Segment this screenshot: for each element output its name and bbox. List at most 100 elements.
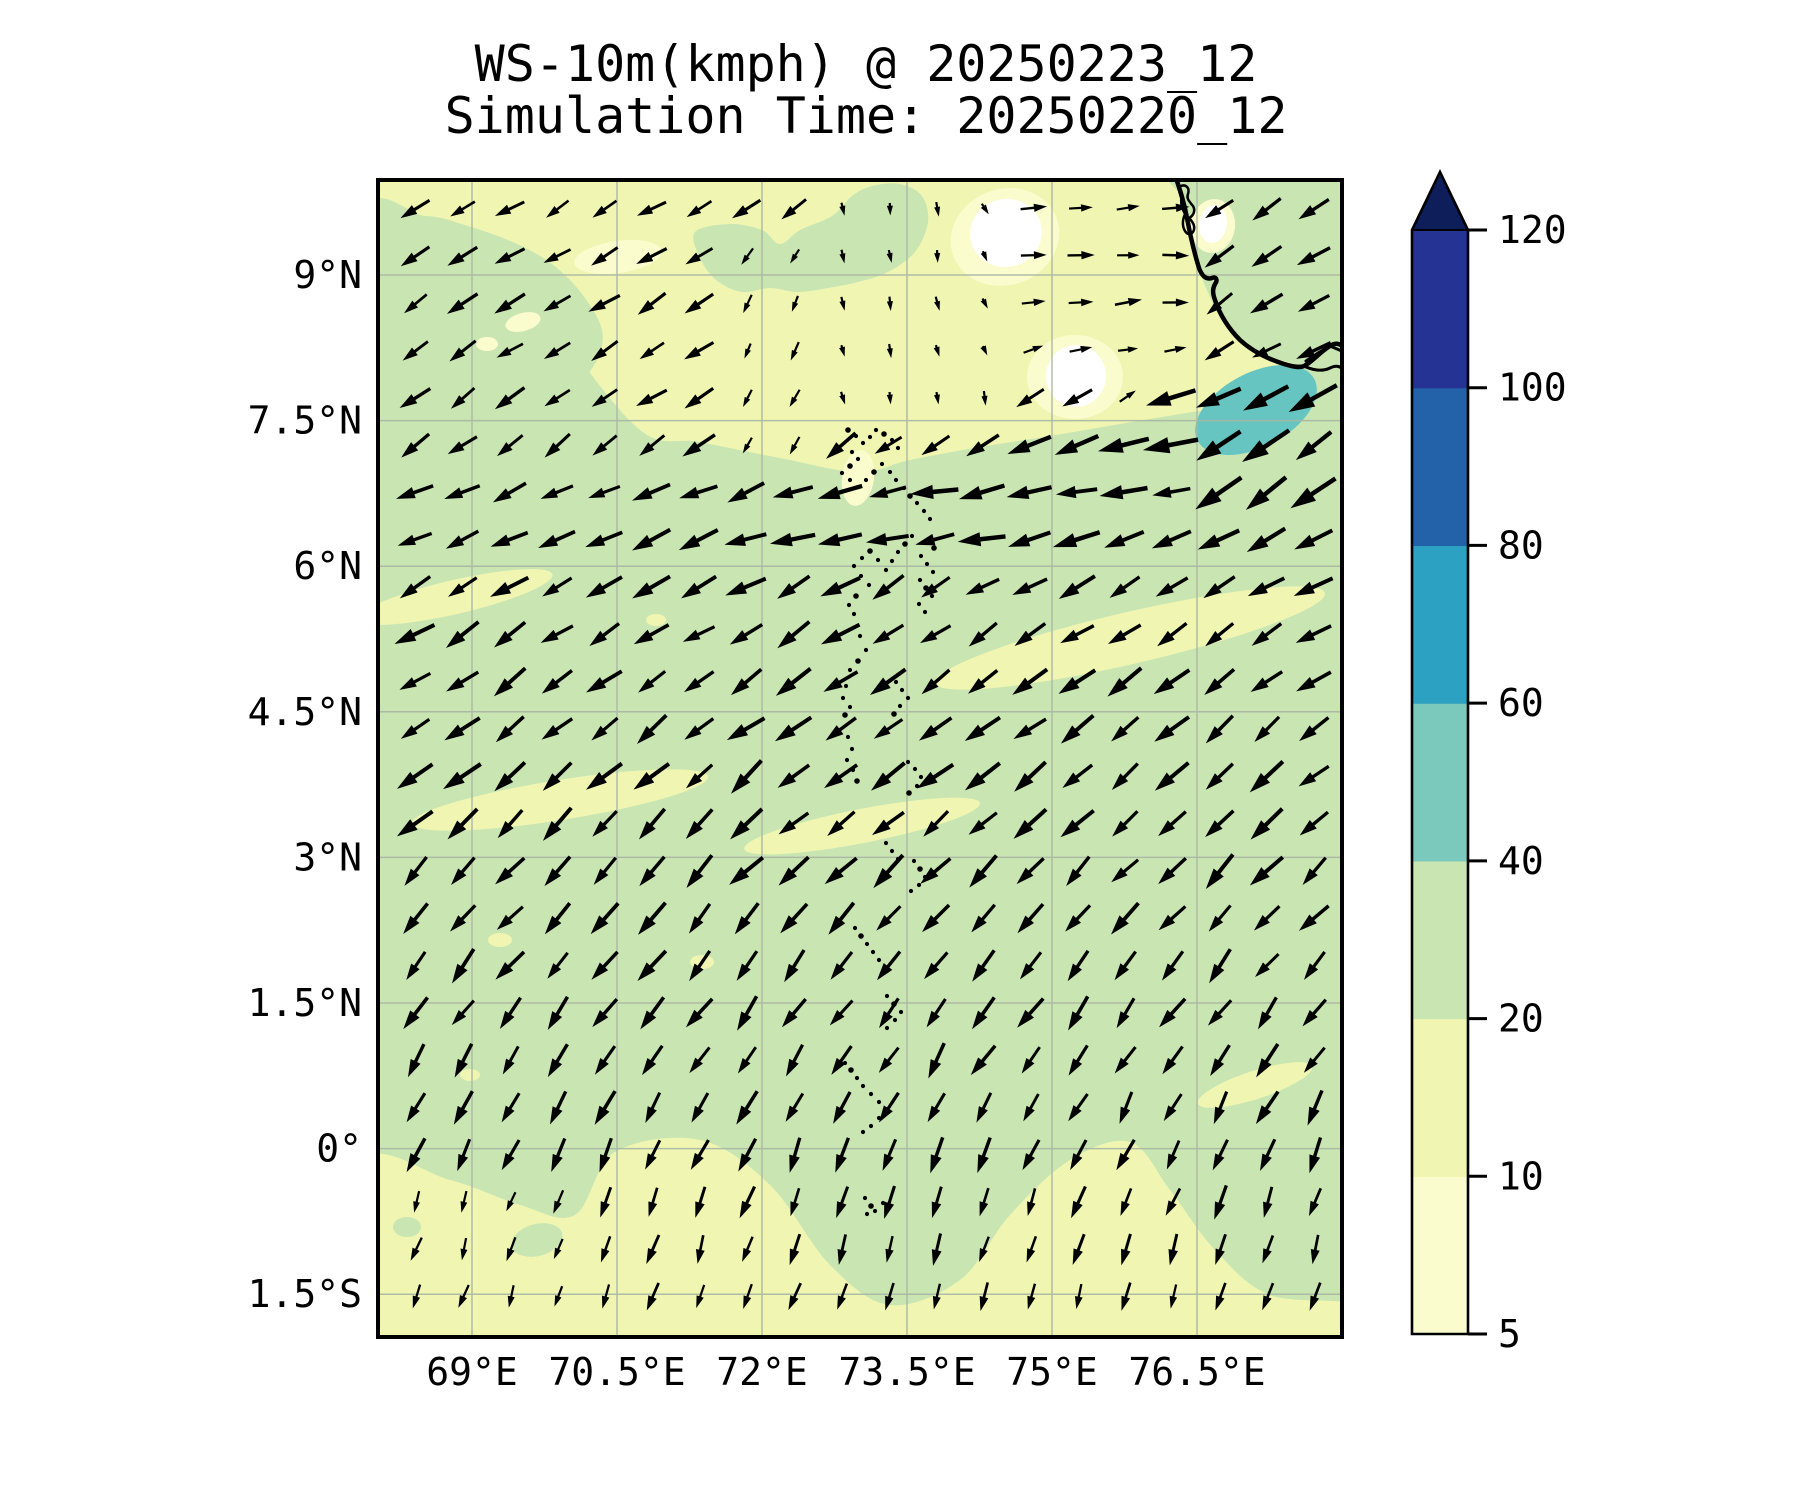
wind-arrow-shaft: [1074, 1093, 1089, 1111]
wind-arrow-shaft: [1026, 902, 1045, 923]
wind-arrow-head: [1166, 1153, 1178, 1170]
wind-arrow-shaft: [1214, 386, 1242, 402]
wind-arrow-head: [637, 300, 655, 315]
wind-arrow-head: [1060, 725, 1081, 744]
wind-arrow-head: [1080, 298, 1094, 307]
wind-arrow-shaft: [506, 292, 526, 307]
wind-arrow-head: [494, 773, 514, 792]
colorbar-band: [1412, 1018, 1468, 1177]
wind-arrow-shaft: [603, 1186, 613, 1206]
wind-arrow-shaft: [1310, 198, 1330, 213]
wind-arrow-head: [496, 346, 512, 358]
wind-arrow-head: [957, 532, 982, 547]
wind-arrow-shaft: [505, 666, 527, 687]
wind-arrow-shaft: [789, 485, 814, 495]
wind-arrow-head: [1302, 868, 1318, 885]
wind-arrow-shaft: [649, 1044, 664, 1064]
wind-arrow-head: [1205, 820, 1223, 838]
wind-arrow-shaft: [555, 1090, 568, 1112]
wind-arrow-head: [1215, 1295, 1225, 1311]
atoll-dot: [883, 840, 889, 846]
wind-arrow-head: [450, 868, 467, 886]
wind-arrow-head: [684, 677, 702, 693]
region-pale-pocket-a: [505, 312, 541, 332]
wind-arrow-head: [1142, 437, 1171, 454]
colorbar-tick-label: 80: [1498, 523, 1544, 567]
wind-arrow-shaft: [1215, 667, 1236, 686]
wind-arrow-head: [1303, 963, 1319, 980]
wind-arrow-shaft: [648, 247, 668, 260]
wind-arrow-shaft: [553, 624, 574, 638]
atoll-dot: [884, 1025, 890, 1031]
wind-arrow-shaft: [1026, 857, 1045, 875]
atoll-dot: [845, 734, 851, 740]
wind-arrow-shaft: [1123, 1091, 1134, 1112]
atoll-dot: [916, 882, 922, 888]
wind-arrow-shaft: [1072, 433, 1100, 449]
wind-arrow-head: [769, 532, 793, 547]
wind-arrow-head: [1296, 677, 1316, 692]
wind-arrow-head: [1249, 867, 1270, 886]
wind-arrow-shaft: [552, 529, 576, 543]
coastlines: [1174, 180, 1342, 372]
wind-arrow-head: [1298, 205, 1317, 220]
wind-arrow-shaft: [1073, 713, 1095, 734]
wind-arrow-head: [870, 677, 891, 695]
wind-arrow-head: [682, 629, 701, 642]
wind-arrow-head: [1023, 1105, 1035, 1122]
wind-arrow-head: [790, 349, 798, 361]
wind-arrow-head: [585, 534, 606, 548]
wind-arrow-head: [493, 678, 514, 697]
atoll-dot: [906, 790, 912, 796]
wind-arrow-shaft: [553, 855, 572, 876]
wind-arrow-shaft: [553, 248, 572, 259]
wind-arrow-head: [684, 299, 702, 314]
wind-arrow-shaft: [554, 388, 571, 401]
wind-arrow-head: [885, 1295, 894, 1311]
wind-arrow-shaft: [505, 761, 527, 781]
wind-arrow-head: [865, 533, 888, 546]
atoll-dot: [899, 687, 905, 693]
wind-arrow-head: [924, 962, 940, 980]
wind-arrow-head: [971, 915, 987, 933]
wind-arrow-shaft: [1261, 384, 1290, 403]
y-tick-label: 7.5°N: [248, 399, 362, 443]
wind-arrow-shaft: [1216, 292, 1234, 308]
wind-arrow-head: [400, 205, 418, 219]
atoll-dot: [860, 440, 866, 446]
wind-arrow-head: [1158, 867, 1176, 885]
wind-arrow-shaft: [553, 341, 571, 354]
wind-arrow-shaft: [459, 387, 476, 402]
wind-arrow-head: [1014, 630, 1033, 646]
wind-arrow-shaft: [458, 435, 478, 449]
wind-arrow-head: [542, 820, 562, 841]
wind-arrow-head: [453, 1105, 468, 1125]
wind-arrow-shaft: [650, 1234, 661, 1253]
wind-arrow-shaft: [742, 667, 763, 686]
wind-arrow-head: [1168, 1249, 1178, 1266]
atoll-dot: [916, 601, 922, 607]
wind-arrow-head: [968, 631, 986, 647]
wind-arrow-head: [400, 252, 418, 267]
wind-arrow-head: [1068, 1105, 1082, 1122]
wind-arrow-head: [1215, 1248, 1225, 1265]
wind-arrow-head: [1213, 1106, 1225, 1125]
wind-arrow-head: [839, 253, 846, 264]
wind-arrow-head: [737, 1057, 751, 1074]
wind-arrow-head: [1249, 772, 1271, 793]
wind-arrow-shaft: [694, 528, 719, 544]
wind-arrow-shaft: [977, 483, 1006, 496]
atoll-dot: [845, 427, 851, 433]
wind-arrow-head: [736, 1105, 752, 1125]
wind-arrow-shaft: [743, 902, 760, 923]
wind-arrow-shaft: [1074, 904, 1092, 922]
wind-arrow-shaft: [742, 198, 762, 213]
wind-arrow-head: [1022, 1153, 1036, 1171]
wind-arrow-head: [547, 1058, 563, 1078]
region-bottom-yellow-band: [378, 1137, 1342, 1337]
chart-title-line2: Simulation Time: 20250220_12: [444, 87, 1288, 145]
wind-arrow-head: [790, 1201, 799, 1217]
wind-arrow-shaft: [932, 903, 951, 923]
wind-arrow-shaft: [1123, 1282, 1132, 1300]
atoll-dot: [918, 774, 924, 780]
